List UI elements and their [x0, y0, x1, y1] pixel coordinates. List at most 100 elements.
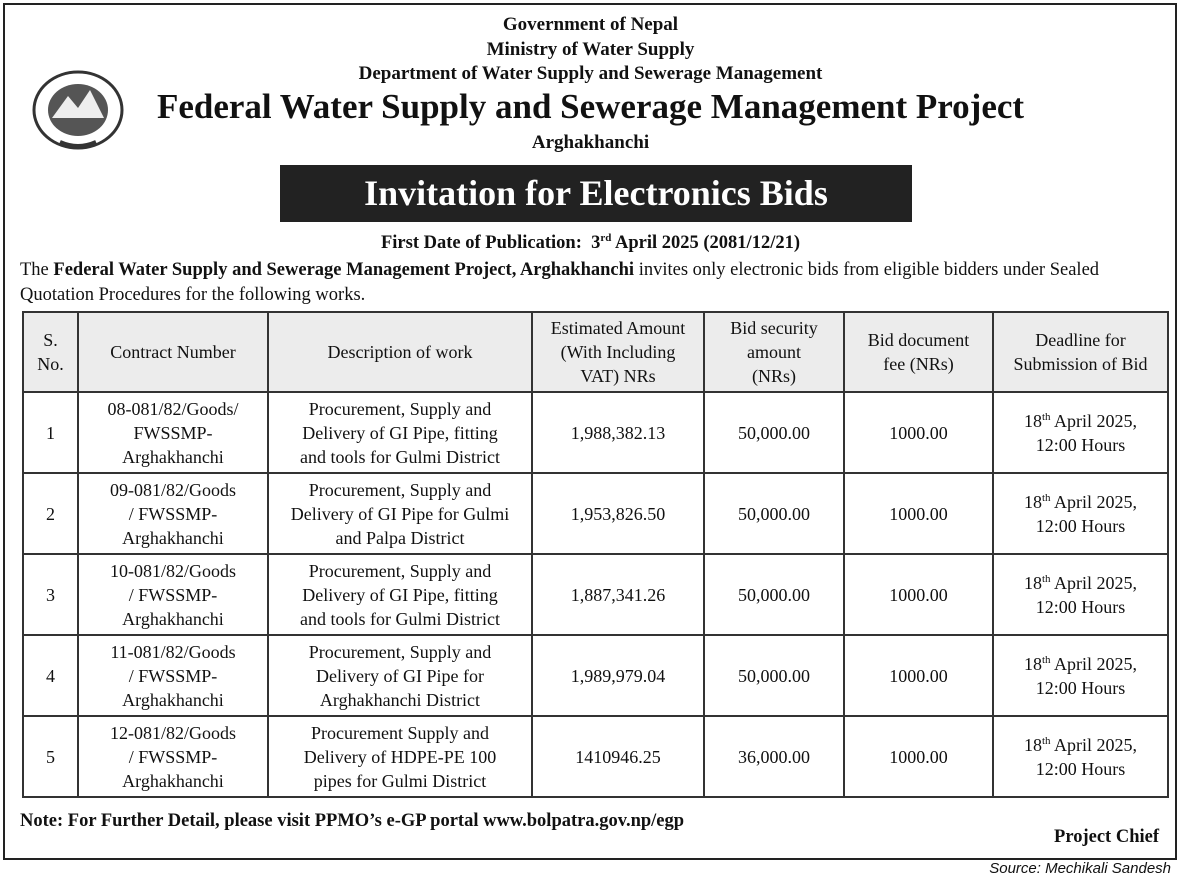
table-row: 4 11-081/82/Goods / FWSSMP- Arghakhanchi Pro…	[22, 634, 1169, 717]
security-cell: 50,000.00	[703, 472, 845, 555]
deadline-time: 12:00 Hours	[1035, 434, 1126, 455]
source: Source: Mechikali Sandesh	[989, 860, 1171, 877]
security-cell: 50,000.00	[703, 634, 845, 717]
amount-cell: 1410946.25	[531, 715, 705, 798]
publication-date: April 2025 (2081/12/21)	[615, 233, 800, 253]
cell-line: and Palpa District	[335, 527, 465, 548]
column-header: Deadline for Submission of Bid	[992, 311, 1169, 393]
table-row: 2 09-081/82/Goods / FWSSMP- Arghakhanchi Pro…	[22, 472, 1169, 555]
cell-line: FWSSMP-	[133, 422, 213, 443]
contract-cell: 11-081/82/Goods / FWSSMP- Arghakhanchi	[77, 634, 269, 717]
emblem	[32, 70, 124, 150]
cell-line: Arghakhanchi	[122, 608, 224, 629]
amount-cell: 1,953,826.50	[531, 472, 705, 555]
deadline-cell: 18th April 2025, 12:00 Hours	[992, 715, 1169, 798]
cell-line: VAT) NRs	[580, 366, 656, 386]
contract-cell: 09-081/82/Goods / FWSSMP- Arghakhanchi	[77, 472, 269, 555]
deadline-day: 18	[1023, 491, 1042, 512]
cell-line: Arghakhanchi	[122, 446, 224, 467]
security-cell: 50,000.00	[703, 553, 845, 636]
column-header: Bid security amount (NRs)	[703, 311, 845, 393]
deadline-date: April 2025,	[1054, 572, 1138, 593]
intro-bold: Federal Water Supply and Sewerage Manage…	[53, 260, 635, 280]
fee-cell: 1000.00	[843, 634, 994, 717]
cell-line: Delivery of HDPE-PE 100	[303, 746, 497, 767]
contract-cell: 10-081/82/Goods / FWSSMP- Arghakhanchi	[77, 553, 269, 636]
cell-line: amount	[747, 342, 801, 362]
column-header: Description of work	[267, 311, 533, 393]
cell-line: (With Including	[560, 342, 676, 362]
deadline-cell: 18th April 2025, 12:00 Hours	[992, 634, 1169, 717]
description-cell: Procurement, Supply and Delivery of GI Pi…	[267, 553, 533, 636]
description-cell: Procurement, Supply and Delivery of GI Pi…	[267, 472, 533, 555]
signature: Project Chief	[1054, 827, 1159, 847]
deadline-suffix: th	[1041, 734, 1051, 747]
cell-line: pipes for Gulmi District	[313, 770, 487, 791]
deadline-suffix: th	[1041, 410, 1051, 423]
deadline-time: 12:00 Hours	[1035, 596, 1126, 617]
publication-label: First Date of Publication:	[380, 233, 582, 253]
column-header: S. No.	[22, 311, 79, 393]
intro: The Federal Water Supply and Sewerage Ma…	[20, 258, 1160, 308]
cell-line: Delivery of GI Pipe, fitting	[302, 584, 498, 605]
fee-cell: 1000.00	[843, 472, 994, 555]
header-row: S. No. Contract Number Description of work E…	[22, 311, 1169, 393]
cell-line: 10-081/82/Goods	[110, 560, 236, 581]
deadline-suffix: th	[1041, 572, 1051, 585]
publication-suffix: rd	[600, 231, 612, 244]
cell-line: Arghakhanchi	[122, 527, 224, 548]
cell-line: Contract Number	[110, 342, 236, 362]
deadline-date: April 2025,	[1054, 491, 1138, 512]
deadline-date: April 2025,	[1054, 410, 1138, 431]
cell-line: Procurement Supply and	[311, 722, 489, 743]
column-header: Estimated Amount (With Including VAT) NRs	[531, 311, 705, 393]
deadline-day: 18	[1023, 653, 1042, 674]
cell-line: Delivery of GI Pipe for Gulmi	[290, 503, 510, 524]
table-row: 5 12-081/82/Goods / FWSSMP- Arghakhanchi Pro…	[22, 715, 1169, 798]
cell-line: / FWSSMP-	[128, 584, 218, 605]
sn-cell: 5	[22, 715, 79, 798]
table-row: 3 10-081/82/Goods / FWSSMP- Arghakhanchi Pro…	[22, 553, 1169, 636]
cell-line: 12-081/82/Goods	[110, 722, 236, 743]
amount-cell: 1,988,382.13	[531, 391, 705, 474]
sn-cell: 2	[22, 472, 79, 555]
amount-cell: 1,989,979.04	[531, 634, 705, 717]
cell-line: No.	[37, 354, 64, 374]
contract-cell: 08-081/82/Goods/FWSSMP- Arghakhanchi	[77, 391, 269, 474]
fee-cell: 1000.00	[843, 715, 994, 798]
cell-line: Arghakhanchi District	[319, 689, 481, 710]
government: Government of Nepal	[502, 14, 679, 35]
cell-line: fee (NRs)	[883, 354, 954, 374]
cell-line: and tools for Gulmi District	[300, 446, 500, 467]
deadline-time: 12:00 Hours	[1035, 758, 1126, 779]
contract-cell: 12-081/82/Goods / FWSSMP- Arghakhanchi	[77, 715, 269, 798]
table-row: 1 08-081/82/Goods/FWSSMP- Arghakhanchi Proc…	[22, 391, 1169, 474]
deadline-cell: 18th April 2025, 12:00 Hours	[992, 472, 1169, 555]
cell-line: Arghakhanchi	[122, 689, 224, 710]
deadline-day: 18	[1023, 734, 1042, 755]
ministry: Ministry of Water Supply	[486, 39, 695, 60]
deadline-time: 12:00 Hours	[1035, 515, 1126, 536]
column-header: Contract Number	[77, 311, 269, 393]
note: Note: For Further Detail, please visit P…	[20, 811, 685, 831]
fee-cell: 1000.00	[843, 553, 994, 636]
deadline-day: 18	[1023, 410, 1042, 431]
cell-line: Estimated Amount	[550, 318, 686, 338]
cell-line: Procurement, Supply and	[308, 560, 492, 581]
cell-line: (NRs)	[752, 366, 796, 386]
cell-line: / FWSSMP-	[128, 503, 218, 524]
intro-pre: The	[20, 260, 49, 280]
sn-cell: 4	[22, 634, 79, 717]
deadline-time: 12:00 Hours	[1035, 677, 1126, 698]
cell-line: and tools for Gulmi District	[300, 608, 500, 629]
cell-line: Procurement, Supply and	[308, 398, 492, 419]
cell-line: / FWSSMP-	[128, 665, 218, 686]
location: Arghakhanchi	[531, 132, 650, 153]
cell-line: Arghakhanchi	[122, 770, 224, 791]
deadline-suffix: th	[1041, 491, 1051, 504]
intro-post: invites only electronic bids from eligib…	[20, 260, 1100, 305]
cell-line: 11-081/82/Goods	[110, 641, 236, 662]
department: Department of Water Supply and Sewerage …	[358, 63, 823, 84]
description-cell: Procurement, Supply and Delivery of GI Pi…	[267, 391, 533, 474]
